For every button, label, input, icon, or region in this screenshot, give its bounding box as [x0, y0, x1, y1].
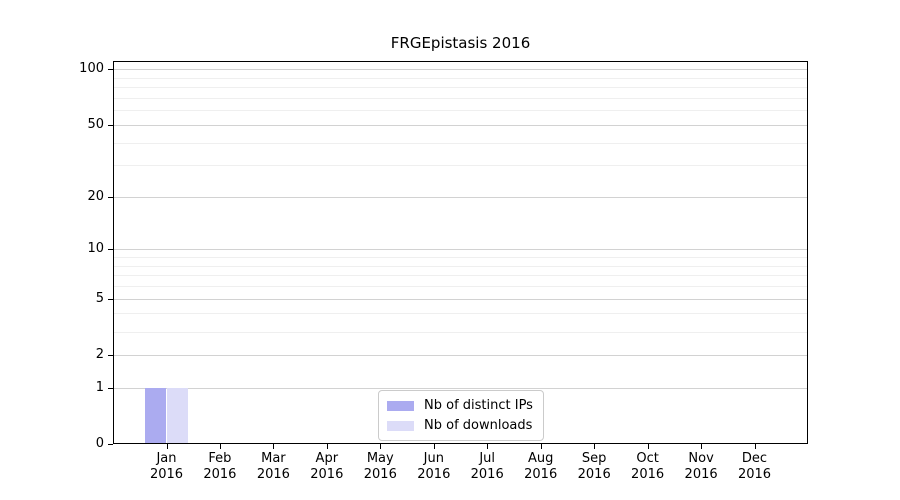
- x-tick-label: Jul 2016: [470, 451, 504, 482]
- y-tick-label: 10: [87, 241, 104, 257]
- y-tick-mark: [108, 354, 113, 356]
- x-tick-label: Nov 2016: [684, 451, 718, 482]
- y-major-gridline: [113, 298, 808, 300]
- plot-area-border: [113, 61, 808, 444]
- y-minor-gridline: [113, 142, 808, 144]
- x-tick-mark: [433, 444, 435, 449]
- y-tick-mark: [108, 249, 113, 251]
- x-tick-mark: [219, 444, 221, 449]
- legend-item-downloads: Nb of downloads: [387, 417, 533, 434]
- y-minor-gridline: [113, 110, 808, 112]
- x-tick-label: May 2016: [363, 451, 397, 482]
- x-tick-mark: [166, 444, 168, 449]
- y-minor-gridline: [113, 275, 808, 277]
- x-tick-label: Sep 2016: [577, 451, 611, 482]
- y-major-gridline: [113, 387, 808, 389]
- y-tick-label: 100: [79, 61, 104, 77]
- x-tick-label: Mar 2016: [256, 451, 290, 482]
- legend: Nb of distinct IPs Nb of downloads: [378, 390, 544, 441]
- legend-swatch-distinct-ips: [387, 400, 414, 411]
- x-tick-label: Dec 2016: [737, 451, 772, 482]
- y-tick-label: 0: [95, 436, 104, 451]
- chart-title: FRGEpistasis 2016: [390, 34, 531, 52]
- x-tick-mark: [326, 444, 328, 449]
- x-tick-mark: [701, 444, 703, 449]
- x-tick-label: Feb 2016: [203, 451, 237, 482]
- x-tick-mark: [540, 444, 542, 449]
- y-tick-mark: [108, 298, 113, 300]
- y-tick-mark: [108, 69, 113, 71]
- y-major-gridline: [113, 124, 808, 126]
- y-major-gridline: [113, 196, 808, 198]
- y-tick-mark: [108, 124, 113, 126]
- x-tick-mark: [594, 444, 596, 449]
- x-tick-label: Jan 2016: [149, 451, 184, 482]
- y-minor-gridline: [113, 87, 808, 89]
- y-tick-label: 1: [95, 379, 104, 395]
- y-tick-label: 5: [95, 290, 104, 306]
- y-tick-mark: [108, 387, 113, 389]
- y-minor-gridline: [113, 313, 808, 315]
- bar-distinct-ips-jan: [145, 387, 167, 444]
- y-major-gridline: [113, 354, 808, 356]
- y-minor-gridline: [113, 98, 808, 99]
- bar-downloads-jan: [166, 387, 188, 444]
- x-tick-label: Apr 2016: [310, 451, 344, 482]
- x-tick-mark: [380, 444, 382, 449]
- y-tick-mark: [108, 444, 113, 445]
- y-minor-gridline: [113, 331, 808, 333]
- y-minor-gridline: [113, 265, 808, 267]
- y-tick-mark: [108, 196, 113, 198]
- y-tick-label: 20: [87, 188, 104, 204]
- y-tick-label: 2: [95, 346, 104, 362]
- x-tick-label: Aug 2016: [524, 451, 558, 482]
- x-tick-mark: [487, 444, 489, 449]
- x-tick-label: Oct 2016: [631, 451, 665, 482]
- legend-label-distinct-ips: Nb of distinct IPs: [424, 398, 533, 413]
- legend-swatch-downloads: [387, 420, 414, 431]
- legend-item-distinct-ips: Nb of distinct IPs: [387, 397, 533, 414]
- y-minor-gridline: [113, 77, 808, 79]
- y-minor-gridline: [113, 165, 808, 167]
- y-tick-label: 50: [87, 116, 104, 132]
- y-minor-gridline: [113, 257, 808, 259]
- legend-label-downloads: Nb of downloads: [424, 418, 533, 433]
- y-major-gridline: [113, 69, 808, 71]
- x-tick-label: Jun 2016: [417, 451, 451, 482]
- x-tick-mark: [647, 444, 649, 449]
- x-tick-mark: [273, 444, 275, 449]
- y-minor-gridline: [113, 286, 808, 288]
- x-tick-mark: [754, 444, 756, 449]
- y-major-gridline: [113, 249, 808, 251]
